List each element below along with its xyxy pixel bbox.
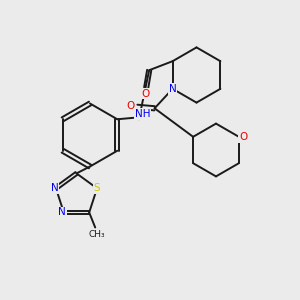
Text: O: O [127, 101, 135, 111]
Text: O: O [239, 132, 248, 142]
Text: S: S [94, 183, 100, 193]
Text: N: N [58, 208, 66, 218]
Text: O: O [142, 88, 150, 99]
Text: CH₃: CH₃ [88, 230, 105, 238]
Text: N: N [169, 84, 176, 94]
Text: N: N [51, 183, 58, 193]
Text: NH: NH [135, 109, 150, 119]
